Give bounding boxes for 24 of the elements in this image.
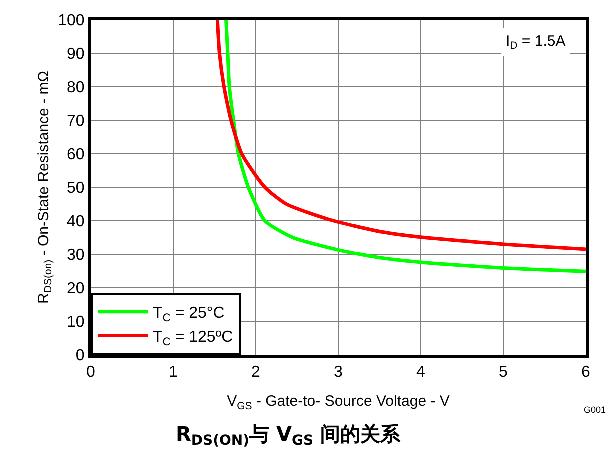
y-tick-label: 10 (67, 314, 85, 332)
y-tick-label: 90 (67, 46, 85, 64)
y-tick-label: 70 (67, 113, 85, 130)
x-axis-title: V$_{GS}$ - Gate-to- Source Voltage - V (227, 393, 450, 412)
x-tick-label: 2 (252, 364, 261, 382)
y-tick-label: 0 (76, 348, 85, 365)
x-tick-label: 0 (86, 364, 96, 382)
y-tick-label: 80 (67, 80, 85, 97)
x-tick-label: 3 (334, 364, 344, 382)
annotation: I$_{D}$ = 1.5A (506, 33, 566, 52)
x-tick-label: 6 (582, 364, 591, 382)
x-tick-label: 5 (499, 364, 508, 382)
x-tick-label: 1 (169, 364, 178, 382)
y-tick-label: 20 (67, 280, 85, 298)
text: R$_{DS(ON)}$与 V$_{GS}$ 间的关系 (176, 422, 402, 450)
legend-label: T$_{C}$ = 125ºC (153, 328, 234, 348)
legend-label: T$_{C}$ = 25°C (153, 305, 225, 324)
x-tick-label: 4 (416, 364, 426, 382)
y-tick-label: 30 (67, 247, 85, 264)
y-tick-label: 50 (67, 180, 85, 198)
text: G001 (584, 405, 606, 415)
y-tick-label: 60 (67, 146, 85, 164)
y-tick-label: 40 (67, 214, 85, 231)
y-tick-label: 100 (58, 12, 85, 30)
